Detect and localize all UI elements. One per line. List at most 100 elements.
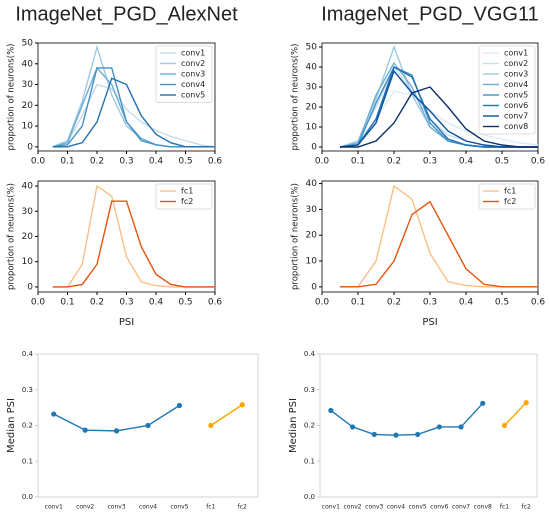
- series-line: [340, 200, 538, 288]
- point: [501, 422, 508, 429]
- y-tick-label: 30: [22, 80, 34, 90]
- y-tick-label: 40: [22, 182, 34, 192]
- legend-label: conv7: [504, 112, 528, 121]
- series-line: [53, 404, 180, 432]
- y-tick-label: 40: [306, 63, 318, 73]
- legend-box: [478, 183, 536, 210]
- legend-label: conv8: [504, 122, 528, 131]
- y-tick-label: 0.2: [22, 422, 33, 430]
- point: [176, 402, 183, 409]
- point: [51, 411, 57, 417]
- x-tick-label: 0.2: [90, 298, 104, 308]
- x-tick-label: conv3: [108, 504, 126, 511]
- y-tick-label: 0.0: [304, 493, 315, 501]
- y-tick-label: 30: [22, 207, 34, 217]
- x-tick-label: fc2: [238, 504, 247, 511]
- y-axis-label: Median PSI: [288, 398, 299, 453]
- y-axis-label: proportion of neurons(%): [7, 44, 17, 151]
- legend-label: conv6: [504, 101, 528, 110]
- point: [523, 400, 529, 406]
- x-tick-label: 0.6: [208, 157, 223, 167]
- chart-title: ImageNet_PGD_AlexNet: [15, 3, 238, 25]
- y-tick-label: 0.2: [304, 422, 315, 430]
- legend-label: conv2: [504, 59, 528, 68]
- x-tick-label: 0.3: [423, 298, 437, 308]
- legend-label: conv4: [504, 80, 528, 89]
- x-tick-label: fc2: [522, 504, 531, 511]
- subplot: 0 10 20 30 40 0.0 0.1 0.2 0.3 0.4 0.5 0.6 PSI proport…: [291, 179, 546, 328]
- x-tick-label: 0.2: [387, 157, 401, 167]
- series-line: [503, 402, 527, 426]
- x-tick-label: 0.4: [459, 157, 474, 167]
- series-line: [340, 86, 538, 148]
- subplot: 0 10 20 30 40 0.0 0.1 0.2 0.3 0.4 0.5 0.6 PSI proport…: [7, 180, 222, 328]
- point: [436, 424, 442, 430]
- subplot: 0 10 20 30 40 50 0.0 0.1 0.2 0.3 0.4 0.5 0.6 ImageNet…: [291, 3, 546, 166]
- y-tick-label: 10: [306, 123, 318, 133]
- x-tick-label: 0.3: [423, 157, 437, 167]
- legend-label: fc1: [504, 187, 516, 196]
- point: [208, 422, 214, 429]
- x-tick-label: conv2: [343, 504, 361, 511]
- series-line: [210, 404, 243, 427]
- y-tick-label: 20: [306, 103, 318, 113]
- legend-label: conv1: [181, 49, 205, 58]
- x-tick-label: 0.0: [315, 157, 330, 167]
- y-axis-label: proportion of neurons(%): [291, 44, 301, 151]
- y-tick-label: 0.4: [304, 350, 316, 358]
- x-tick-label: 0.0: [31, 157, 46, 167]
- y-tick-label: 0.3: [304, 386, 315, 394]
- x-tick-label: 0.4: [149, 298, 164, 308]
- y-axis-label: Median PSI: [6, 398, 17, 453]
- legend-label: conv4: [181, 80, 205, 89]
- series-line: [52, 200, 215, 288]
- x-tick-label: conv1: [322, 504, 340, 511]
- x-tick-label: conv1: [45, 504, 63, 511]
- subplot: 0.0 0.1 0.2 0.3 0.4 conv1 conv2 conv3 conv4 conv5…: [6, 350, 259, 511]
- x-axis-label: PSI: [422, 317, 437, 328]
- x-tick-label: 0.5: [495, 298, 509, 308]
- point: [82, 427, 88, 433]
- y-tick-label: 0: [311, 282, 317, 292]
- subplot: 0 10 20 30 40 50 0.0 0.1 0.2 0.3 0.4 0.5 0.6 ImageNet…: [7, 3, 239, 166]
- y-tick-label: 0.4: [22, 350, 34, 358]
- y-tick-label: 0: [27, 142, 33, 152]
- point: [113, 428, 120, 434]
- y-tick-label: 10: [22, 122, 34, 132]
- legend-label: conv2: [181, 59, 205, 68]
- x-tick-label: conv5: [409, 504, 427, 511]
- series-line: [330, 402, 484, 436]
- x-tick-label: 0.0: [315, 298, 330, 308]
- x-tick-label: fc1: [500, 504, 509, 511]
- y-tick-label: 0.1: [304, 457, 315, 465]
- legend-label: conv3: [181, 70, 205, 79]
- x-tick-label: 0.5: [178, 157, 192, 167]
- point: [415, 431, 421, 438]
- x-tick-label: 0.6: [531, 157, 546, 167]
- x-tick-label: 0.1: [351, 298, 365, 308]
- x-tick-label: 0.5: [178, 298, 192, 308]
- point: [393, 432, 399, 438]
- x-tick-label: 0.4: [149, 157, 164, 167]
- x-tick-label: 0.1: [351, 157, 365, 167]
- y-tick-label: 0.3: [22, 386, 33, 394]
- y-tick-label: 0: [27, 282, 33, 292]
- x-tick-label: conv3: [365, 504, 383, 511]
- y-tick-label: 0: [311, 143, 317, 153]
- x-tick-label: 0.2: [90, 157, 104, 167]
- y-tick-label: 10: [306, 257, 318, 267]
- point: [371, 431, 377, 438]
- series-line: [339, 69, 538, 148]
- x-tick-label: fc1: [206, 504, 215, 511]
- series-line: [52, 83, 216, 148]
- x-tick-label: 0.1: [60, 298, 74, 308]
- y-tick-label: 20: [22, 101, 34, 111]
- x-tick-label: 0.3: [119, 298, 133, 308]
- x-tick-label: conv6: [430, 504, 448, 511]
- y-tick-label: 30: [306, 83, 318, 93]
- legend-box: [155, 183, 213, 210]
- y-axis-label: proportion of neurons(%): [291, 183, 301, 290]
- point: [480, 400, 486, 406]
- y-tick-label: 0.1: [22, 457, 33, 465]
